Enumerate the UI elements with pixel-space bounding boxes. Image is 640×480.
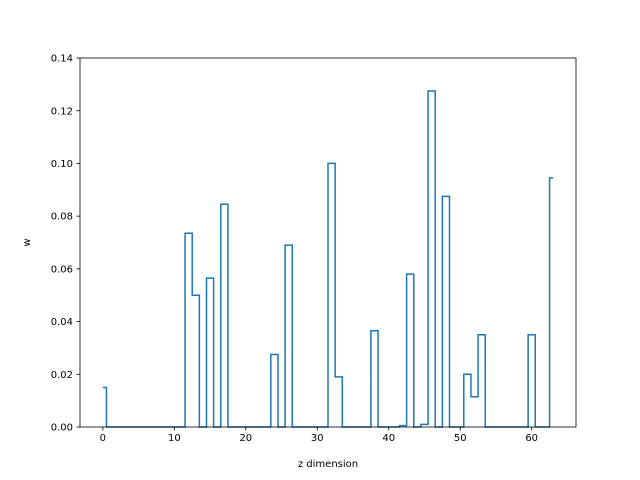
y-tick-label: 0.10: [51, 159, 73, 170]
plot-area: [79, 57, 577, 428]
y-tick-label: 0.02: [51, 370, 73, 381]
y-axis-label: w: [22, 238, 33, 246]
axes-frame: [79, 57, 577, 428]
x-axis: 0 10 20 30 40 50 60: [100, 427, 538, 444]
x-tick-label: 30: [311, 433, 324, 444]
x-tick-label: 20: [239, 433, 252, 444]
x-tick-label: 0: [100, 433, 106, 444]
y-axis: 0.00 0.02 0.04 0.06 0.08 0.10 0.12 0.14: [51, 54, 80, 434]
series-line-0: [102, 90, 554, 428]
x-tick-label: 60: [525, 433, 538, 444]
x-tick-label: 10: [168, 433, 181, 444]
x-axis-label: z dimension: [298, 459, 358, 470]
y-tick-label: 0.14: [51, 54, 73, 65]
y-tick-label: 0.04: [51, 317, 73, 328]
x-tick-label: 40: [382, 433, 395, 444]
y-tick-label: 0.12: [51, 106, 73, 117]
y-tick-label: 0.08: [51, 212, 73, 223]
y-tick-label: 0.00: [51, 423, 73, 434]
x-tick-label: 50: [454, 433, 467, 444]
y-tick-label: 0.06: [51, 264, 73, 275]
